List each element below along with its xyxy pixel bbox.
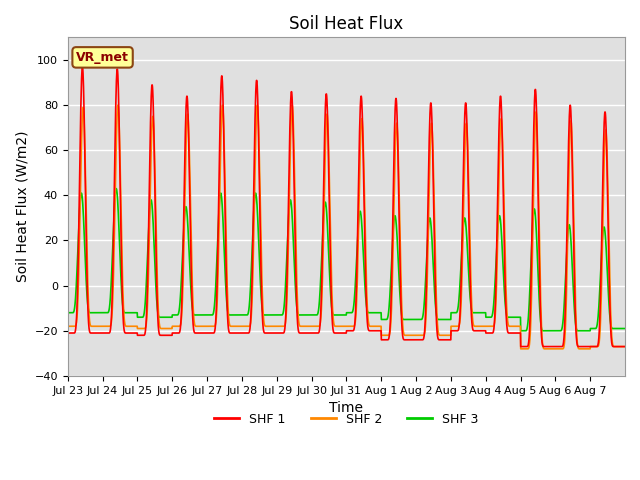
SHF 3 (614, 325, 621, 331)
SHF 2 (114, 102, 122, 108)
SHF 1 (546, 344, 554, 349)
SHF 3 (515, 314, 522, 320)
SHF 1 (621, 344, 629, 349)
SHF 3 (120, 309, 127, 314)
SHF 2 (515, 324, 522, 329)
SHF 1 (79, 64, 86, 70)
SHF 3 (517, 328, 525, 334)
Text: VR_met: VR_met (76, 51, 129, 64)
SHF 1 (240, 330, 248, 336)
SHF 2 (546, 346, 554, 352)
Line: SHF 3: SHF 3 (68, 189, 625, 331)
SHF 2 (621, 344, 629, 349)
Legend: SHF 1, SHF 2, SHF 3: SHF 1, SHF 2, SHF 3 (209, 408, 483, 431)
SHF 3 (621, 325, 629, 331)
Title: Soil Heat Flux: Soil Heat Flux (289, 15, 403, 33)
SHF 1 (517, 344, 525, 349)
SHF 3 (380, 317, 388, 323)
Line: SHF 2: SHF 2 (68, 105, 625, 349)
SHF 1 (614, 344, 621, 349)
SHF 3 (240, 312, 248, 318)
SHF 2 (380, 333, 388, 338)
SHF 1 (120, 323, 127, 329)
SHF 2 (240, 324, 248, 329)
SHF 2 (517, 346, 525, 352)
SHF 3 (113, 186, 120, 192)
SHF 3 (64, 310, 72, 315)
SHF 2 (64, 324, 72, 329)
Line: SHF 1: SHF 1 (68, 67, 625, 347)
SHF 1 (64, 330, 72, 336)
SHF 1 (380, 337, 388, 343)
SHF 2 (120, 308, 127, 314)
SHF 3 (546, 328, 554, 334)
SHF 2 (614, 344, 621, 349)
Y-axis label: Soil Heat Flux (W/m2): Soil Heat Flux (W/m2) (15, 131, 29, 282)
X-axis label: Time: Time (330, 401, 364, 415)
SHF 1 (515, 330, 522, 336)
